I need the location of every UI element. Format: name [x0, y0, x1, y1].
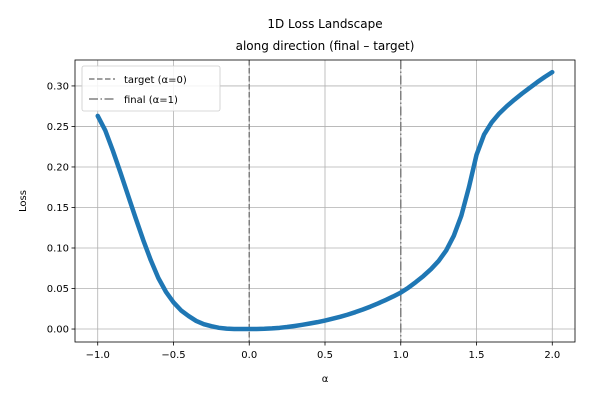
x-tick-label: 1.0: [393, 350, 409, 361]
legend-label-target: target (α=0): [124, 75, 187, 86]
y-tick-label: 0.00: [47, 325, 69, 336]
loss-curve: [95, 69, 555, 332]
x-tick-label: 2.0: [544, 350, 560, 361]
legend-label-final: final (α=1): [124, 95, 178, 106]
legend-box: [81, 65, 221, 112]
y-tick-label: 0.05: [47, 284, 69, 295]
x-tick-label: −0.5: [161, 350, 185, 361]
legend: target (α=0) final (α=1): [81, 65, 221, 112]
x-tick-label: −1.0: [86, 350, 110, 361]
y-tick-label: 0.20: [47, 162, 69, 173]
data-layer: [95, 60, 555, 342]
y-tick-label: 0.25: [47, 122, 69, 133]
y-tick-label: 0.10: [47, 244, 69, 255]
x-axis-label: α: [322, 374, 329, 385]
y-tick-label: 0.15: [47, 203, 69, 214]
ticks: −1.0 −0.5 0.0 0.5 1.0 1.5 2.0 0.00 0.05 0.10 0.15 0…: [47, 81, 560, 361]
x-tick-label: 0.0: [241, 350, 257, 361]
chart-title: 1D Loss Landscape: [267, 17, 382, 31]
chart-subtitle: along direction (final – target): [236, 39, 415, 53]
y-axis-label: Loss: [18, 190, 29, 212]
x-tick-label: 1.5: [469, 350, 485, 361]
x-tick-label: 0.5: [317, 350, 333, 361]
y-tick-label: 0.30: [47, 81, 69, 92]
